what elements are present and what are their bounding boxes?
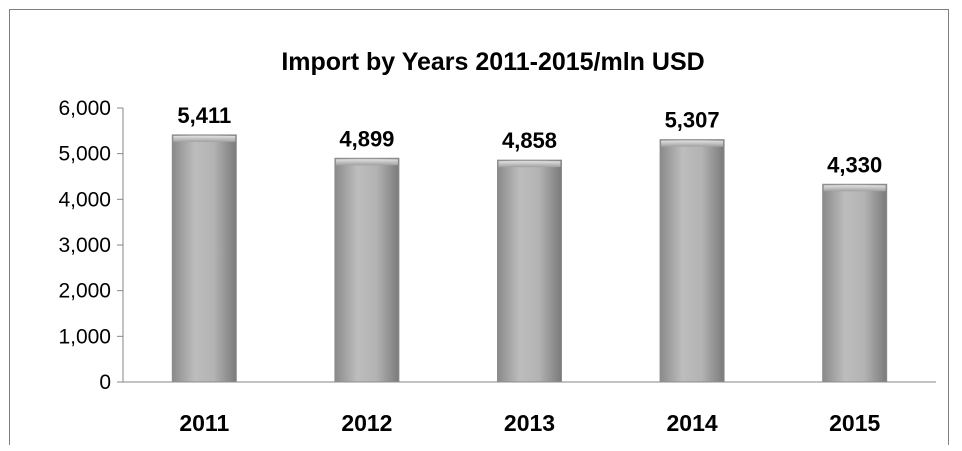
x-axis: 2011 2012 2013 2014 2015: [123, 381, 936, 436]
bar: [497, 159, 562, 383]
bar-2013: [497, 159, 562, 383]
y-tick-label: 4,000: [58, 188, 111, 211]
bar: [171, 134, 237, 383]
bar-2015: [822, 183, 888, 383]
y-tick-label: 6,000: [58, 97, 111, 120]
x-tick-label: 2013: [504, 410, 555, 436]
bar-top-bevel: [661, 140, 724, 147]
bar-2011: [171, 134, 237, 383]
y-tick-label: 0: [99, 371, 111, 394]
x-tick-label: 2014: [667, 410, 718, 436]
bars: [171, 134, 888, 383]
bar-chart: Import by Years 2011-2015/mln USD 0 1,000…: [58, 48, 936, 436]
data-label: 4,330: [827, 152, 882, 177]
x-tick-label: 2012: [341, 410, 392, 436]
x-tick-label: 2015: [829, 410, 880, 436]
x-tick-label: 2011: [179, 410, 229, 436]
y-tick-label: 3,000: [58, 234, 111, 257]
data-label: 4,858: [502, 128, 557, 153]
bar-2012: [334, 157, 400, 383]
chart-frame: Import by Years 2011-2015/mln USD 0 1,000…: [9, 9, 949, 445]
y-tick-label: 2,000: [58, 280, 111, 303]
bar-top-bevel: [498, 161, 561, 168]
y-tick-label: 5,000: [58, 143, 111, 166]
data-label: 5,411: [177, 103, 231, 128]
bar: [822, 183, 888, 383]
data-label: 4,899: [339, 126, 394, 151]
bar-top-bevel: [823, 185, 886, 192]
data-label: 5,307: [665, 108, 720, 133]
data-labels: 5,411 4,899 4,858 5,307 4,330: [177, 103, 882, 177]
bar-top-bevel: [335, 159, 398, 166]
bar-2014: [659, 139, 725, 383]
y-axis: 0 1,000 2,000 3,000 4,000 5,000 6,000: [58, 97, 124, 394]
bar-top-bevel: [173, 135, 236, 142]
y-tick-label: 1,000: [58, 325, 111, 348]
chart-title: Import by Years 2011-2015/mln USD: [281, 48, 704, 76]
bar: [659, 139, 725, 383]
bar: [334, 157, 400, 383]
